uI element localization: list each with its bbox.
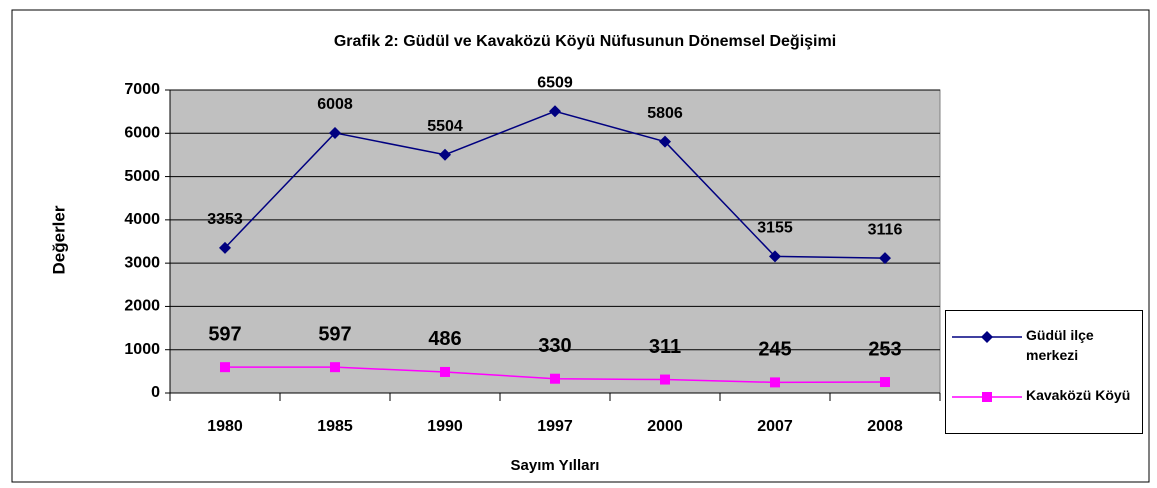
data-label: 6509 <box>537 74 573 91</box>
marker <box>439 148 451 161</box>
marker <box>330 362 340 373</box>
x-tick-label: 2000 <box>647 418 683 435</box>
data-label: 253 <box>868 338 901 360</box>
legend-label: Kavaközü Köyü <box>1026 387 1131 403</box>
x-tick-label: 1990 <box>427 418 463 435</box>
data-label: 597 <box>208 323 241 345</box>
x-tick-label: 1980 <box>207 418 243 435</box>
chart-title: Grafik 2: Güdül ve Kavaközü Köyü Nüfusun… <box>334 33 836 50</box>
x-tick-label: 1985 <box>317 418 353 435</box>
x-tick-label: 2008 <box>867 418 903 435</box>
y-tick-label: 1000 <box>124 341 160 358</box>
y-axis-label: Değerler <box>49 205 68 274</box>
marker <box>549 105 561 118</box>
data-label: 6008 <box>317 96 353 113</box>
y-tick-label: 0 <box>151 384 160 401</box>
legend-label: Güdül ilçe merkezi <box>1026 327 1094 363</box>
x-tick-label: 2007 <box>757 418 793 435</box>
data-label: 597 <box>318 323 351 345</box>
data-label: 3116 <box>868 221 903 238</box>
data-label: 486 <box>428 328 461 350</box>
y-tick-label: 4000 <box>124 211 160 228</box>
y-tick-label: 2000 <box>124 298 160 315</box>
data-label: 3353 <box>207 211 243 228</box>
marker <box>329 126 341 139</box>
x-tick-label: 1997 <box>537 418 573 435</box>
marker <box>440 366 450 377</box>
legend: Güdül ilçe merkezi Kavaközü Köyü <box>945 310 1143 434</box>
y-tick-label: 3000 <box>124 254 160 271</box>
marker <box>660 374 670 385</box>
y-tick-label: 7000 <box>124 81 160 98</box>
y-tick-label: 6000 <box>124 125 160 142</box>
marker <box>880 377 890 388</box>
y-tick-label: 5000 <box>124 168 160 185</box>
marker <box>982 392 992 402</box>
data-label: 245 <box>758 339 791 361</box>
data-label: 3155 <box>757 220 793 237</box>
marker <box>981 331 993 343</box>
marker <box>219 241 231 254</box>
legend-icon <box>952 392 1022 402</box>
data-label: 311 <box>649 336 681 358</box>
marker <box>220 362 230 373</box>
x-axis-label: Sayım Yılları <box>511 457 600 474</box>
legend-icon <box>952 331 1022 343</box>
marker <box>770 377 780 388</box>
marker <box>550 373 560 384</box>
marker <box>879 252 891 265</box>
marker <box>769 250 781 263</box>
data-label: 330 <box>538 335 571 357</box>
data-label: 5504 <box>427 118 463 135</box>
marker <box>659 135 671 148</box>
data-label: 5806 <box>647 105 683 122</box>
